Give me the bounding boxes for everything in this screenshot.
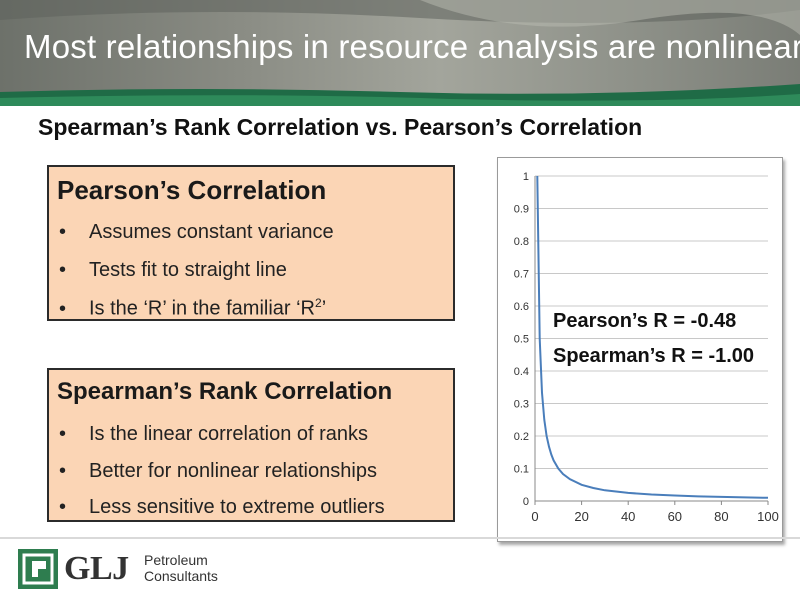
correlation-chart: 0 0.1 0.2 0.3 0.4 0.5 0.6 0.7 0.8 0.9 1 0 20 40 60 80 10…	[514, 171, 779, 524]
bullet-text: Is the linear correlation of ranks	[89, 423, 369, 445]
bullet-text: Better for nonlinear relationships	[89, 460, 377, 482]
spearman-box-title: Spearman’s Rank Correlation	[57, 378, 393, 405]
y-tick-label: 0.3	[514, 399, 529, 411]
x-tick-label: 20	[574, 509, 588, 524]
y-tick-label: 0.7	[514, 269, 529, 281]
list-item: • Better for nonlinear relationships	[59, 460, 377, 483]
y-tick-label: 0.8	[514, 236, 529, 248]
y-tick-label: 0.5	[514, 334, 529, 346]
slide-subtitle: Spearman’s Rank Correlation vs. Pearson’…	[38, 114, 643, 140]
company-logo: GLJ Petroleum Consultants	[18, 549, 228, 589]
slide-title: Most relationships in resource analysis …	[24, 28, 800, 65]
spearman-box: Spearman’s Rank Correlation • Is the line…	[47, 368, 455, 522]
bullet-text: Assumes constant variance	[89, 221, 334, 243]
list-item: • Is the ‘R’ in the familiar ‘R2’	[59, 296, 326, 321]
bullet-text: Is the ‘R’ in the familiar ‘R	[89, 297, 315, 320]
series-line	[536, 175, 769, 499]
chart-frame: 0 0.1 0.2 0.3 0.4 0.5 0.6 0.7 0.8 0.9 1 0 20 40 60 80 10…	[497, 157, 783, 542]
bullet-text: Less sensitive to extreme outliers	[89, 496, 385, 518]
bullet-glyph: •	[59, 460, 67, 482]
banner-texture	[0, 0, 800, 106]
pearson-box-title: Pearson’s Correlation	[57, 175, 327, 205]
logo-mark-icon	[18, 549, 58, 589]
x-tick-label: 80	[714, 509, 728, 524]
list-item: • Assumes constant variance	[59, 221, 334, 244]
x-tick-label: 0	[531, 509, 538, 524]
title-banner: Most relationships in resource analysis …	[0, 0, 800, 106]
list-item: • Tests fit to straight line	[59, 259, 287, 282]
y-tick-label: 0.6	[514, 301, 529, 313]
pearson-box: Pearson’s Correlation • Assumes constant …	[47, 165, 455, 321]
logo-line-1: Petroleum	[144, 552, 208, 568]
logo-line-2: Consultants	[144, 568, 218, 584]
bullet-glyph: •	[59, 221, 67, 243]
bullet-text: Tests fit to straight line	[89, 259, 287, 281]
x-tick-label: 100	[757, 509, 779, 524]
y-tick-label: 0.4	[514, 366, 529, 378]
y-tick-label: 0	[523, 496, 529, 508]
footer-divider	[0, 537, 800, 539]
bullet-text-suffix: ’	[321, 297, 327, 320]
y-tick-label: 0.1	[514, 464, 529, 476]
spearman-r-label: Spearman’s R = -1.00	[553, 345, 755, 367]
list-item: • Is the linear correlation of ranks	[59, 423, 368, 446]
bullet-glyph: •	[59, 297, 67, 320]
y-tick-label: 1	[523, 171, 529, 183]
list-item: • Less sensitive to extreme outliers	[59, 496, 385, 519]
superscript: 2	[315, 296, 322, 310]
pearson-r-label: Pearson’s R = -0.48	[553, 310, 737, 332]
y-tick-label: 0.2	[514, 431, 529, 443]
y-tick-label: 0.9	[514, 204, 529, 216]
x-tick-label: 60	[668, 509, 682, 524]
bullet-glyph: •	[59, 259, 67, 281]
bullet-glyph: •	[59, 423, 67, 445]
x-tick-label: 40	[621, 509, 635, 524]
bullet-glyph: •	[59, 496, 67, 518]
logo-wordmark: GLJ	[64, 550, 129, 587]
